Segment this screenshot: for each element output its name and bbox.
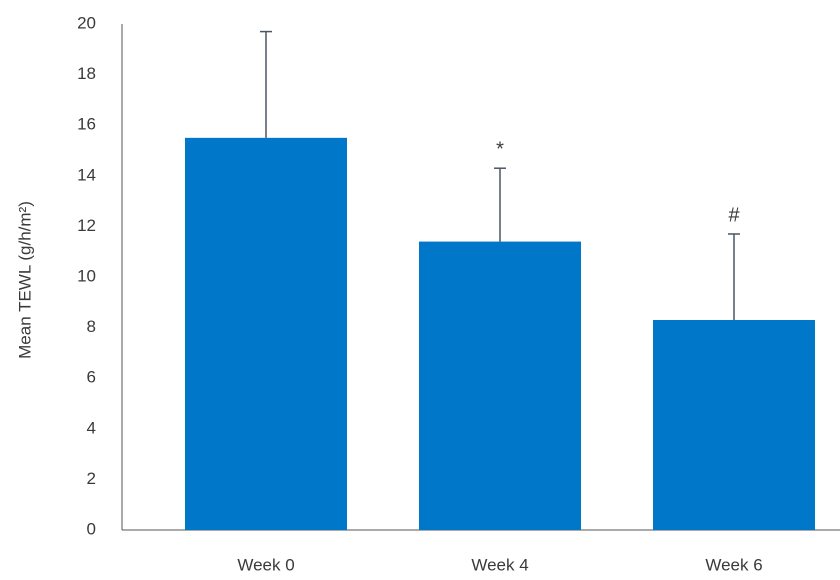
y-tick-label: 16 — [77, 115, 96, 134]
x-tick-label: Week 6 — [705, 555, 762, 574]
y-tick-label: 12 — [77, 216, 96, 235]
y-tick-label: 0 — [87, 519, 96, 538]
x-tick-label: Week 4 — [471, 555, 528, 574]
bar — [653, 320, 815, 530]
bar — [419, 241, 581, 530]
y-tick-label: 4 — [87, 418, 96, 437]
bar — [185, 137, 347, 530]
y-tick-label: 14 — [77, 165, 96, 184]
x-tick-label: Week 0 — [237, 555, 294, 574]
y-tick-label: 10 — [77, 266, 96, 285]
significance-marker: # — [728, 204, 740, 226]
significance-marker: * — [496, 138, 504, 160]
y-tick-label: 6 — [87, 368, 96, 387]
y-tick-label: 18 — [77, 64, 96, 83]
error-bar — [728, 233, 740, 321]
error-bar — [260, 30, 272, 138]
y-tick-label: 20 — [77, 13, 96, 32]
y-tick-label: 2 — [87, 469, 96, 488]
error-bar — [494, 167, 506, 242]
y-axis-label: Mean TEWL (g/h/m²) — [15, 201, 34, 359]
y-tick-label: 8 — [87, 317, 96, 336]
